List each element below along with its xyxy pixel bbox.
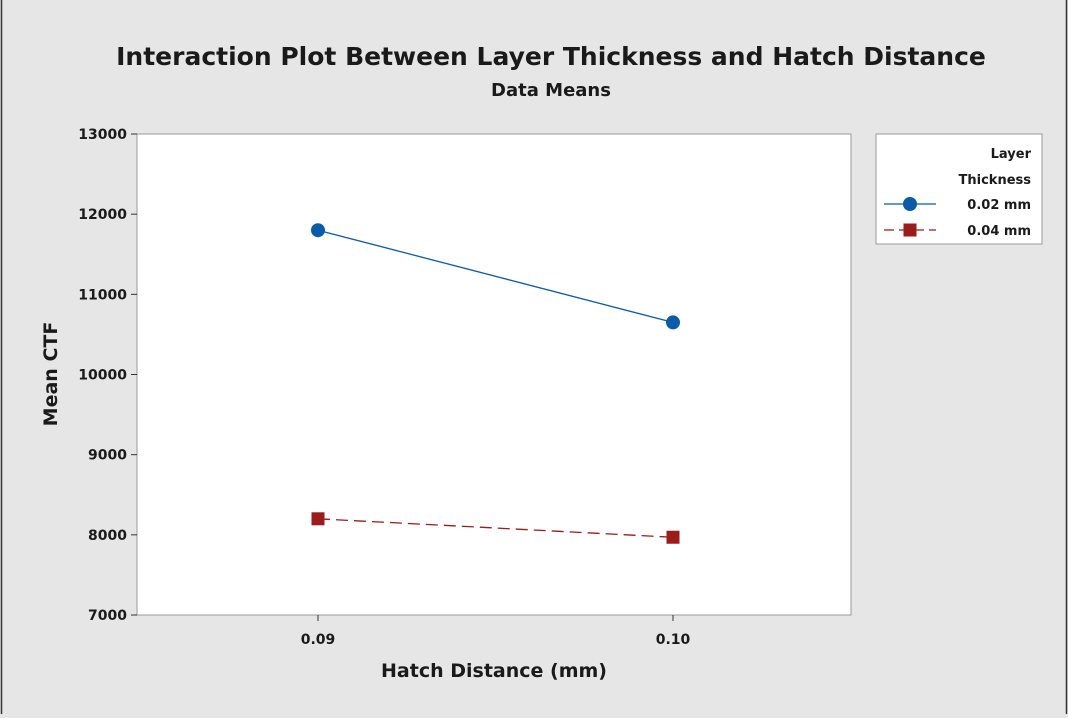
y-tick-label: 13000: [78, 127, 127, 143]
legend-marker: [903, 223, 917, 237]
x-tick-label: 0.09: [301, 632, 336, 648]
y-tick-label: 7000: [88, 608, 127, 624]
data-point: [311, 512, 325, 526]
legend-item: 0.04 mm: [884, 223, 1031, 239]
y-tick-label: 11000: [78, 287, 127, 303]
chart-title: Interaction Plot Between Layer Thickness…: [116, 42, 986, 71]
plot-area: [136, 133, 852, 616]
series-1: [311, 512, 680, 544]
legend-title-line1: Layer: [991, 147, 1032, 162]
legend-items: 0.02 mm 0.04 mm: [884, 197, 1031, 239]
data-point: [666, 315, 680, 330]
y-axis: 7000 8000 9000 10000 11000 12000 13000: [78, 127, 137, 624]
legend-marker: [903, 197, 917, 211]
legend-item: 0.02 mm: [884, 197, 1031, 213]
series-line: [317, 518, 674, 538]
x-axis: 0.09 0.10: [301, 615, 691, 648]
y-tick-label: 8000: [88, 528, 127, 544]
legend: Layer Thickness 0.02 mm 0.04 mm: [875, 133, 1043, 245]
legend-title-line2: Thickness: [959, 173, 1032, 188]
series-line: [317, 229, 674, 324]
y-tick-label: 12000: [78, 207, 127, 223]
data-point: [311, 223, 325, 238]
legend-label: 0.02 mm: [967, 198, 1031, 213]
x-axis-title: Hatch Distance (mm): [381, 660, 607, 682]
y-axis-title: Mean CTF: [40, 322, 62, 427]
chart-subtitle: Data Means: [491, 80, 611, 101]
series-layer: [311, 223, 680, 544]
legend-label: 0.04 mm: [967, 224, 1031, 239]
y-tick-label: 10000: [78, 368, 127, 384]
y-tick-label: 9000: [88, 448, 127, 464]
series-0: [311, 223, 680, 330]
x-tick-label: 0.10: [656, 632, 691, 648]
data-point: [666, 530, 680, 544]
